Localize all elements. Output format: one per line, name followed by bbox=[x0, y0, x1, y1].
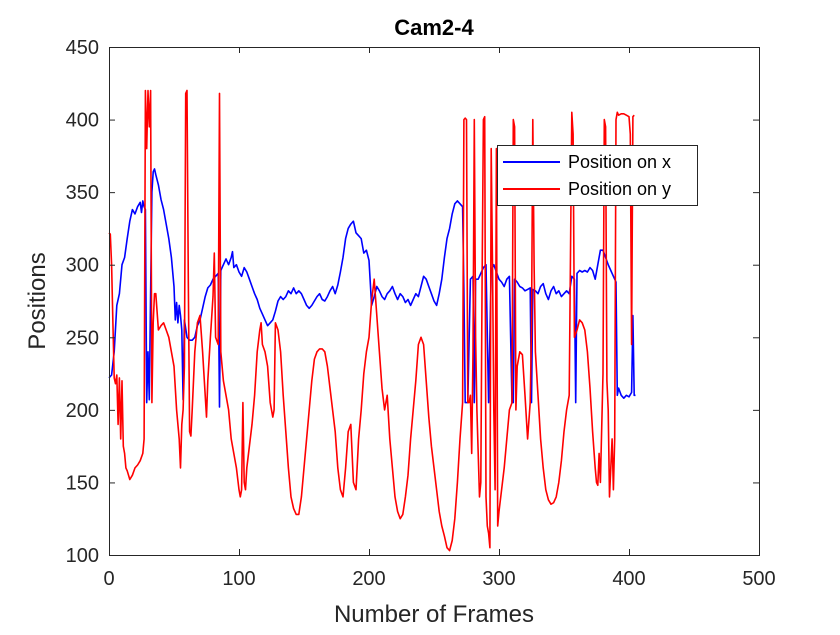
y-tick-label: 200 bbox=[66, 400, 99, 422]
x-tick-label: 300 bbox=[482, 568, 515, 590]
y-tick-label: 450 bbox=[66, 37, 99, 59]
y-tick-label: 350 bbox=[66, 182, 99, 204]
legend-label-x: Position on x bbox=[568, 152, 671, 172]
y-axis-title: Positions bbox=[24, 252, 51, 349]
plot-frame bbox=[109, 47, 760, 556]
legend: Position on x Position on y bbox=[497, 145, 698, 206]
x-tick-label: 400 bbox=[612, 568, 645, 590]
legend-label-y: Position on y bbox=[568, 179, 671, 199]
x-tick-label: 0 bbox=[103, 568, 114, 590]
series-line-position-on-x bbox=[108, 168, 636, 408]
chart-title: Cam2-4 bbox=[394, 15, 474, 40]
y-tick-label: 250 bbox=[66, 327, 99, 349]
y-tick-label: 150 bbox=[66, 472, 99, 494]
y-tick-label: 100 bbox=[66, 545, 99, 567]
x-tick-label: 500 bbox=[742, 568, 775, 590]
x-tick-label: 200 bbox=[352, 568, 385, 590]
legend-box bbox=[497, 145, 698, 206]
series-layer bbox=[108, 89, 636, 552]
x-tick-label: 100 bbox=[222, 568, 255, 590]
y-tick-label: 300 bbox=[66, 255, 99, 277]
x-axis-title: Number of Frames bbox=[334, 601, 534, 628]
y-tick-label: 400 bbox=[66, 110, 99, 132]
series-line-position-on-y bbox=[108, 89, 635, 552]
